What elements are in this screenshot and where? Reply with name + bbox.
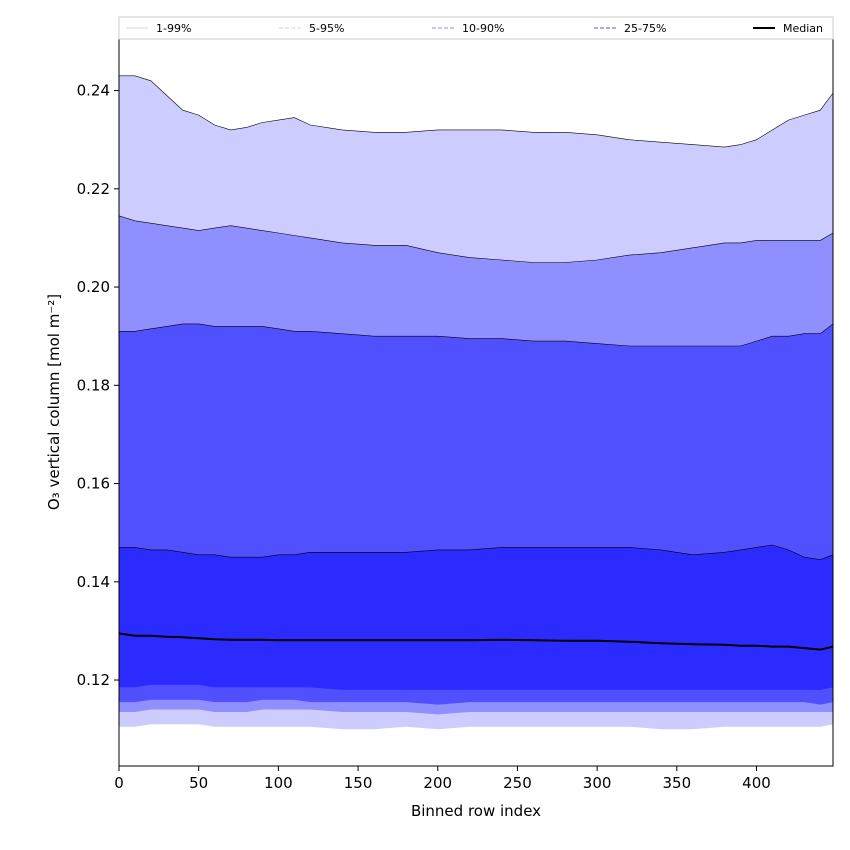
x-tick-label: 300	[583, 774, 612, 792]
legend-frame	[118, 16, 834, 40]
legend: 1-99% 5-95% 10-90% 25-75% Median	[118, 16, 834, 40]
legend-items: 1-99% 5-95% 10-90% 25-75% Median	[126, 22, 823, 35]
median-layer	[118, 632, 834, 651]
y-tick-label: 0.18	[77, 376, 110, 394]
bands-layer	[118, 75, 834, 730]
band-upper-edge-10-90pct	[119, 323, 834, 347]
x-axis-label: Binned row index	[411, 802, 541, 820]
band-upper-edge-25-75pct	[119, 544, 834, 561]
legend-label: 1-99%	[156, 22, 191, 35]
legend-label: Median	[783, 22, 823, 35]
y-axis: 0.12 0.14 0.16 0.18 0.20 0.22 0.24	[77, 82, 119, 689]
band-upper-edge-1-99pct	[119, 75, 834, 148]
y-axis-label: O₃ vertical column [mol m⁻²]	[45, 294, 63, 510]
legend-label: 25-75%	[624, 22, 666, 35]
x-axis: 0 50 100 150 200 250 300 350 400	[114, 766, 771, 792]
y-tick-label: 0.14	[77, 573, 110, 591]
band-upper-edge-5-95pct	[118, 215, 834, 263]
x-tick-label: 350	[662, 774, 691, 792]
band-25-75pct	[119, 545, 833, 690]
y-tick-label: 0.12	[77, 671, 110, 689]
x-tick-label: 100	[264, 774, 293, 792]
y-tick-label: 0.24	[77, 82, 110, 100]
x-tick-label: 250	[503, 774, 532, 792]
x-tick-label: 200	[423, 774, 452, 792]
y-tick-label: 0.20	[77, 278, 110, 296]
legend-label: 5-95%	[309, 22, 344, 35]
y-tick-label: 0.22	[77, 180, 110, 198]
median-line	[118, 632, 834, 651]
y-tick-label: 0.16	[77, 475, 110, 493]
x-tick-label: 400	[742, 774, 771, 792]
x-tick-label: 0	[114, 774, 124, 792]
x-tick-label: 150	[344, 774, 373, 792]
x-tick-label: 50	[189, 774, 208, 792]
legend-label: 10-90%	[462, 22, 504, 35]
